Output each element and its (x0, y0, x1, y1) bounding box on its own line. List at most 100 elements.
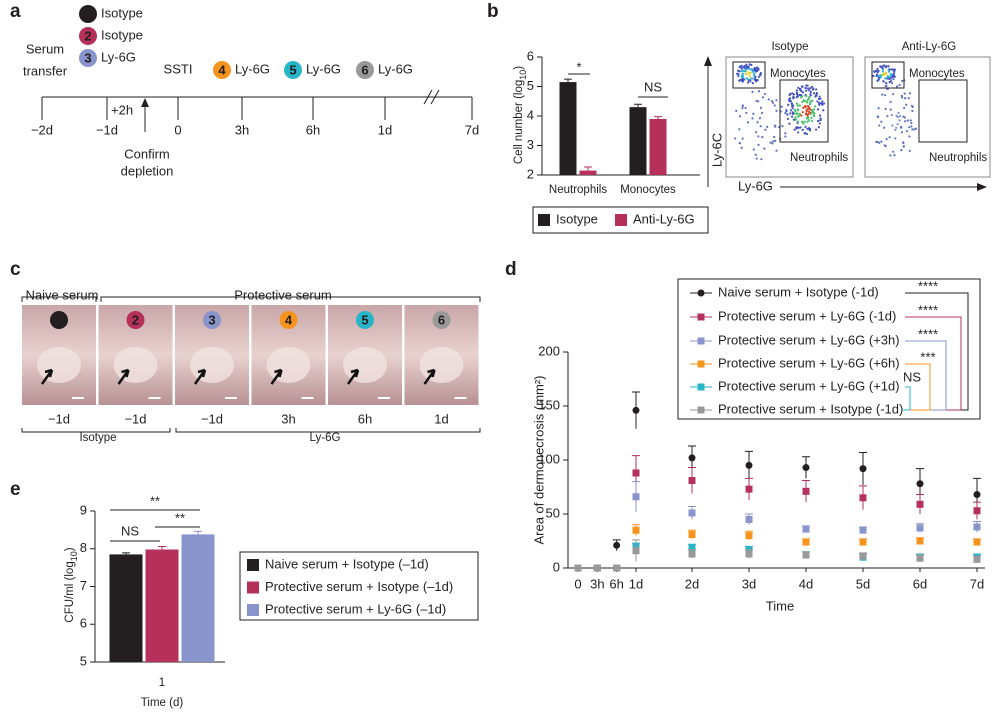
flow-dot (785, 110, 788, 113)
flow-dot (873, 70, 876, 73)
number-badge (279, 311, 298, 329)
flow-dot (818, 95, 821, 98)
annotation: * (576, 59, 581, 74)
flow-dot (894, 128, 897, 132)
group-bracket (21, 296, 481, 302)
flow-dot (888, 81, 891, 84)
axis-title-part: 10 (518, 70, 528, 80)
flow-dot (793, 128, 796, 131)
gate (732, 61, 766, 89)
flow-dot (876, 67, 879, 70)
legend-label: Protective serum + Ly-6G (-1d) (718, 308, 896, 323)
gate-label: Neutrophils (790, 152, 848, 164)
legend-label: Protective serum + Ly-6G (–1d) (265, 601, 446, 616)
photo-arrow (346, 368, 360, 385)
flow-dot (881, 93, 884, 96)
flow-dot (798, 104, 801, 107)
flow-dot (804, 106, 807, 109)
gate (871, 61, 905, 89)
flow-dot (809, 87, 812, 90)
flow-dot (754, 75, 757, 79)
legend-label: Naive serum + Isotype (–1d) (265, 556, 429, 571)
badge-number: 2 (84, 28, 91, 43)
flow-dot (798, 87, 802, 91)
flow-dot (790, 115, 794, 118)
x-tick-label: 0 (574, 576, 581, 591)
flow-dot (815, 94, 818, 97)
flow-dot (892, 78, 895, 81)
flow-dot (787, 98, 791, 101)
flow-dot (805, 94, 808, 98)
legend-box (239, 551, 479, 621)
legend-label: Protective serum + Ly-6G (+1d) (718, 378, 900, 393)
time-label: 6h (358, 411, 372, 426)
legend-box (532, 206, 709, 234)
flow-dot (900, 94, 904, 97)
flow-dot (743, 69, 747, 73)
flow-dot (757, 75, 760, 78)
error-bar (122, 552, 130, 555)
flow-dot (809, 93, 812, 96)
point (973, 491, 981, 499)
flow-dot (886, 115, 889, 118)
flow-dot (814, 105, 817, 108)
flow-dot (877, 74, 880, 78)
flow-dot (816, 100, 819, 103)
x-tick-label: 1 (159, 677, 165, 689)
x-tick-label: 4d (799, 576, 813, 591)
flow-dot (738, 79, 741, 82)
flow-dot (771, 142, 774, 145)
flow-dot (750, 77, 754, 80)
flow-dot (759, 106, 763, 109)
flow-dot (751, 70, 755, 73)
flow-dot (817, 119, 820, 122)
flow-dot (884, 77, 887, 80)
flow-dot (746, 77, 749, 80)
flow-dot (888, 136, 891, 139)
flow-dot (889, 75, 892, 78)
point (916, 524, 924, 532)
flow-dot (814, 128, 818, 131)
flow-dot (907, 96, 910, 100)
point (745, 485, 753, 493)
annotation: NS (121, 523, 139, 538)
flow-dot (889, 73, 892, 76)
badge-number: 6 (361, 62, 368, 77)
flow-dot (784, 111, 787, 115)
flow-dot (763, 92, 767, 96)
flow-dot (791, 112, 795, 115)
y-tick-label: 100 (538, 451, 560, 466)
bar (629, 107, 647, 175)
point (688, 477, 696, 485)
error-bar (634, 103, 642, 108)
flow-dot (754, 131, 758, 134)
axis-title: Area of dermonecrosis (mm²) (531, 375, 546, 544)
gate-label: Neutrophils (929, 152, 987, 164)
flow-dot (764, 128, 767, 131)
flow-dot (770, 99, 774, 103)
flow-dot (789, 112, 792, 115)
flow-dot (890, 68, 893, 71)
flow-dot (755, 66, 759, 69)
flow-dot (741, 137, 744, 140)
flow-dot (894, 137, 897, 140)
flow-dot (811, 99, 814, 102)
flow-dot (794, 116, 797, 119)
flow-dot (738, 115, 742, 118)
group-label: Naive serum (26, 287, 99, 302)
flow-dot (813, 112, 816, 115)
badge-number: 5 (361, 312, 368, 327)
flow-dot (740, 64, 743, 67)
flow-dot (774, 139, 777, 142)
flow-dot (815, 92, 819, 95)
flow-dot (808, 119, 811, 122)
flow-dot (752, 112, 755, 115)
flow-dot (892, 72, 895, 75)
flow-dot (805, 89, 808, 92)
flow-dot (743, 66, 746, 69)
bar (145, 549, 179, 662)
flow-dot (889, 108, 892, 111)
legend-label: Naive serum + Isotype (-1d) (718, 284, 879, 299)
point (632, 547, 640, 555)
timeline-tick-label: 0 (174, 122, 181, 137)
